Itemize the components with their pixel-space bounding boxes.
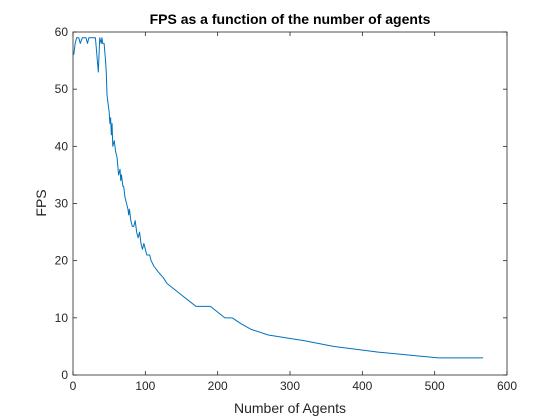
y-tick-label: 20 bbox=[55, 254, 69, 268]
x-tick-label: 100 bbox=[135, 379, 155, 393]
x-axis-label: Number of Agents bbox=[234, 400, 346, 416]
plot-area bbox=[73, 32, 507, 375]
series-line-0 bbox=[74, 38, 483, 358]
x-tick-label: 0 bbox=[70, 379, 77, 393]
axes-box bbox=[73, 32, 507, 375]
x-tick-label: 200 bbox=[208, 379, 228, 393]
y-tick-label: 0 bbox=[61, 368, 68, 382]
x-tick-label: 600 bbox=[497, 379, 517, 393]
x-tick-label: 400 bbox=[352, 379, 372, 393]
y-tick-label: 50 bbox=[55, 82, 69, 96]
x-tick-label: 500 bbox=[425, 379, 445, 393]
chart-title: FPS as a function of the number of agent… bbox=[150, 11, 431, 27]
y-axis-label: FPS bbox=[33, 189, 49, 216]
y-axis: 0 10 20 30 40 50 60 bbox=[55, 25, 507, 382]
y-tick-label: 10 bbox=[55, 311, 69, 325]
x-tick-label: 300 bbox=[280, 379, 300, 393]
y-tick-label: 40 bbox=[55, 139, 69, 153]
y-tick-label: 60 bbox=[55, 25, 69, 39]
y-tick-label: 30 bbox=[55, 197, 69, 211]
